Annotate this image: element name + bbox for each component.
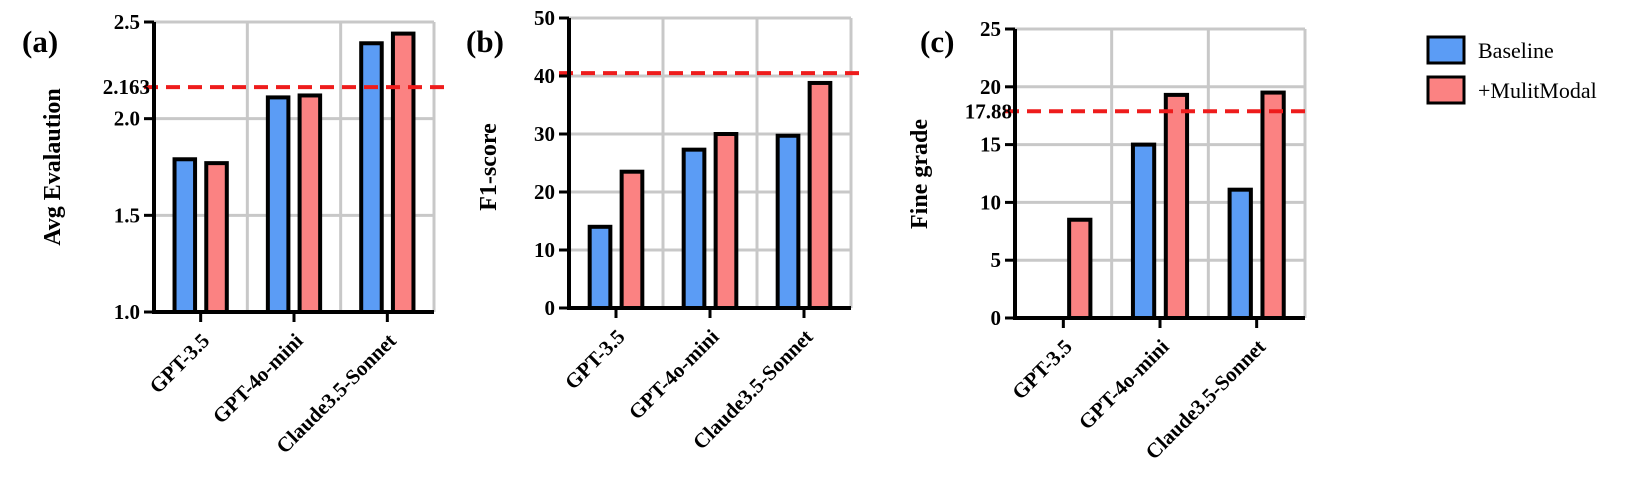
y-tick-label: 10: [534, 238, 555, 262]
panel-a: 2.1631.01.52.02.5GPT-3.5GPT-4o-miniClaud…: [22, 10, 450, 458]
bar-baseline-0: [587, 224, 613, 310]
panel-label: (b): [466, 24, 504, 59]
bar-multimodal-0: [204, 161, 229, 314]
bar-baseline-2: [1227, 187, 1253, 320]
bar-baseline-2: [775, 133, 801, 310]
bar-multimodal-1: [1163, 92, 1190, 320]
y-tick-label: 1.5: [114, 203, 140, 227]
x-category-label: GPT-3.5: [560, 325, 630, 395]
panel-b: 01020304050GPT-3.5GPT-4o-miniClaude3.5-S…: [466, 6, 865, 454]
reference-line-label: 2.163: [103, 75, 150, 99]
y-tick-label: 0: [991, 306, 1002, 330]
y-tick-label: 2.0: [114, 107, 140, 131]
y-axis-title: Fine grade: [907, 119, 933, 229]
bar-multimodal-2: [807, 80, 833, 310]
bar-multimodal-1: [297, 93, 323, 315]
panel-label: (a): [22, 24, 58, 59]
y-tick-label: 20: [534, 180, 555, 204]
bar-multimodal-0: [1067, 217, 1093, 321]
bar-multimodal-2: [390, 31, 416, 314]
y-tick-label: 2.5: [114, 10, 140, 34]
y-tick-label: 20: [980, 75, 1001, 99]
legend-label-multimodal: +MulitModal: [1478, 78, 1597, 103]
reference-line-label: 17.88: [965, 99, 1012, 123]
bar-multimodal-0: [619, 169, 645, 310]
panel-c: 17.880510152025GPT-3.5GPT-4o-miniClaude3…: [907, 17, 1310, 464]
y-tick-label: 25: [980, 17, 1001, 41]
y-tick-label: 30: [534, 122, 555, 146]
legend-label-baseline: Baseline: [1478, 38, 1554, 63]
y-axis-title: F1-score: [476, 123, 502, 211]
y-tick-label: 50: [534, 6, 555, 30]
x-category-label: GPT-4o-mini: [624, 324, 724, 424]
legend-swatch-baseline: [1426, 35, 1466, 65]
y-tick-label: 10: [980, 190, 1001, 214]
panel-label: (c): [920, 24, 954, 59]
x-category-label: GPT-4o-mini: [1074, 334, 1174, 434]
y-tick-label: 5: [991, 248, 1002, 272]
legend-swatch-multimodal: [1426, 75, 1466, 105]
bar-baseline-1: [1130, 142, 1157, 320]
x-category-label: GPT-3.5: [1007, 335, 1077, 405]
x-category-label: GPT-3.5: [145, 329, 215, 399]
x-category-label: GPT-4o-mini: [208, 328, 308, 428]
y-axis-title: Avg Evalaution: [40, 88, 66, 246]
y-tick-label: 0: [545, 296, 556, 320]
bar-baseline-1: [681, 147, 707, 310]
bar-multimodal-1: [713, 132, 739, 310]
y-tick-label: 1.0: [114, 300, 140, 324]
bar-baseline-0: [172, 157, 198, 314]
y-tick-label: 40: [534, 64, 555, 88]
y-tick-label: 15: [980, 133, 1001, 157]
legend: Baseline +MulitModal: [1426, 35, 1597, 105]
bar-multimodal-2: [1260, 90, 1286, 320]
bar-baseline-1: [265, 95, 291, 315]
bar-baseline-2: [359, 41, 384, 315]
